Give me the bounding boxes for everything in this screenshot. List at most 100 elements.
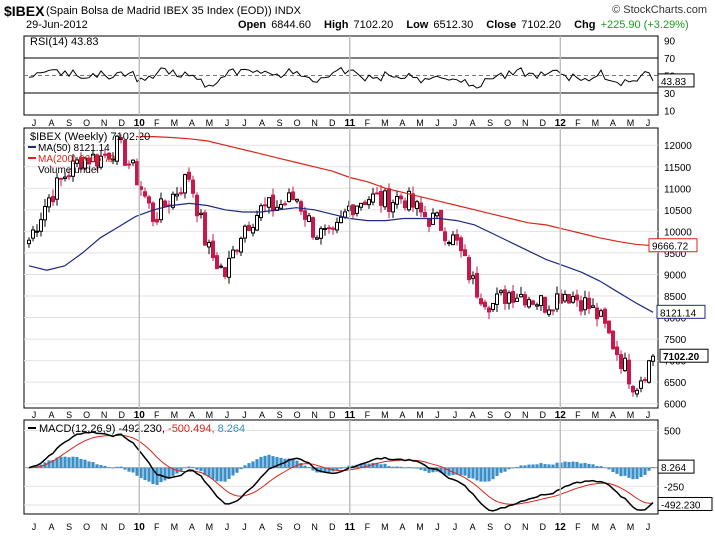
x-axis-label: A <box>189 522 195 532</box>
candle-body <box>71 160 75 177</box>
candle-body <box>503 289 507 305</box>
x-axis-label: D <box>539 410 546 420</box>
macd-hist-bar <box>291 459 295 468</box>
stockcharts-logo[interactable]: © StockCharts.com <box>612 4 707 16</box>
x-axis-label: A <box>49 118 55 128</box>
candle-body <box>383 190 387 208</box>
x-axis-label: 10 <box>134 522 146 533</box>
macd-hist-bar <box>319 467 323 473</box>
macd-hist-bar <box>555 462 559 468</box>
candle-body <box>235 249 239 252</box>
rsi-tick-label: 10 <box>664 107 676 118</box>
ma50-badge-box <box>656 304 706 319</box>
chg-label: Chg <box>574 19 596 31</box>
macd-hist-bar <box>647 467 651 471</box>
macd-hist-bar <box>411 467 415 469</box>
candle-body <box>591 305 595 308</box>
macd-hist-bar <box>359 464 363 468</box>
x-axis-label: S <box>66 410 72 420</box>
macd-hist-bar <box>363 463 367 468</box>
candle-body <box>375 192 379 195</box>
rsi-tick-label: 90 <box>664 36 676 47</box>
x-axis-label: A <box>610 522 616 532</box>
candle-body <box>519 294 523 298</box>
price-tick-label: 6000 <box>664 400 687 411</box>
macd-hist-bar <box>95 464 99 468</box>
x-axis-label: A <box>49 522 55 532</box>
price-tick-label: 12000 <box>664 141 692 152</box>
x-axis-label: F <box>575 522 581 532</box>
candle-body <box>67 175 71 178</box>
macd-hist-bar <box>343 467 347 468</box>
x-axis-label: J <box>435 522 440 532</box>
candle-body <box>215 255 219 270</box>
candle-body <box>411 193 415 208</box>
price-tick-label: 9500 <box>664 249 687 260</box>
macd-hist-bar <box>635 467 639 480</box>
candle-body <box>295 198 299 202</box>
candle-body <box>455 234 459 241</box>
x-axis-label: M <box>381 410 389 420</box>
candle-body <box>559 293 563 304</box>
candle-body <box>595 307 599 320</box>
candle-body <box>571 296 575 303</box>
macd-hist-bar <box>243 465 247 468</box>
x-axis-label: S <box>487 118 493 128</box>
candle-body <box>263 204 267 207</box>
candle-body <box>199 212 203 216</box>
macd-hist-bar <box>111 467 115 469</box>
macd-hist-bar <box>547 464 551 468</box>
macd-hist-bar <box>287 458 291 468</box>
candle-body <box>351 204 355 216</box>
candle-body <box>491 302 495 311</box>
candle-body <box>511 291 515 303</box>
candle-body <box>163 200 167 207</box>
candle-body <box>87 157 91 165</box>
x-axis-label: J <box>225 522 230 532</box>
candle-body <box>535 304 539 307</box>
macd-hist-bar <box>335 467 339 471</box>
macd-hist-bar <box>103 465 107 468</box>
x-axis-label: O <box>504 522 511 532</box>
macd-tick-label: 500 <box>664 426 681 437</box>
candle-body <box>155 218 159 223</box>
x-axis-label: J <box>242 410 247 420</box>
macd-hist-bar <box>443 467 447 475</box>
x-axis-label: D <box>539 118 546 128</box>
close-badge: 7102.20 <box>663 352 700 363</box>
candle-body <box>327 227 331 230</box>
macd-hist-bar <box>163 467 167 481</box>
candle-body <box>255 214 259 231</box>
macd-hist-bar <box>151 467 155 485</box>
x-axis-label: D <box>329 522 336 532</box>
candle-body <box>443 231 447 242</box>
macd-hist-bar <box>83 459 87 468</box>
macd-hist-bar <box>591 464 595 468</box>
macd-hist-bar <box>387 466 391 468</box>
candle-body <box>107 152 111 160</box>
candle-body <box>303 210 307 220</box>
candle-body <box>139 186 143 190</box>
x-axis-label: M <box>171 118 179 128</box>
candle-body <box>615 346 619 355</box>
candle-body <box>587 297 591 309</box>
macd-hist-bar <box>63 456 67 468</box>
macd-tick-label: -250 <box>664 482 684 493</box>
ma200-badge-box <box>648 238 698 253</box>
x-axis-label: F <box>575 410 581 420</box>
x-axis-label: O <box>294 118 301 128</box>
high-value: 7102.20 <box>353 19 394 31</box>
macd-hist-bar <box>651 467 655 468</box>
macd-legend: MACD(12,26,9) -492.230, -500.494, 8.264 <box>39 423 245 435</box>
candle-body <box>407 190 411 211</box>
x-axis-label: M <box>627 522 635 532</box>
candle-body <box>243 225 247 239</box>
macd-hist-bar <box>419 467 423 470</box>
x-axis-label: M <box>206 522 214 532</box>
x-axis-label: D <box>118 118 125 128</box>
macd-hist-bar <box>199 467 203 472</box>
candle-body <box>427 218 431 227</box>
candle-body <box>447 242 451 245</box>
